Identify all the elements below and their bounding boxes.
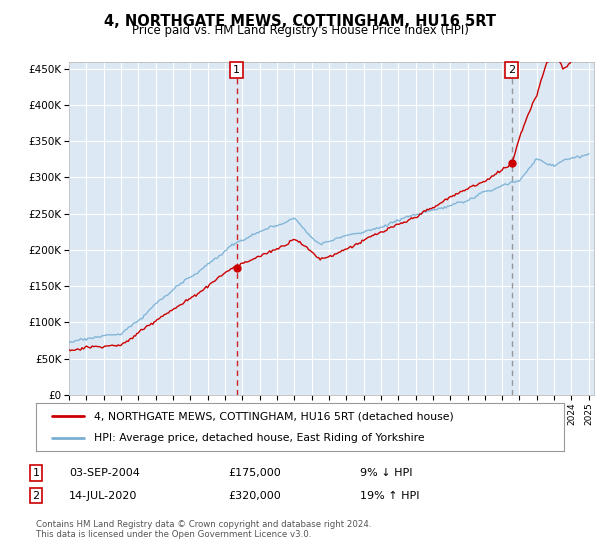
Text: 03-SEP-2004: 03-SEP-2004 [69,468,140,478]
Text: Price paid vs. HM Land Registry's House Price Index (HPI): Price paid vs. HM Land Registry's House … [131,24,469,37]
Text: 2: 2 [508,65,515,75]
Text: 2: 2 [32,491,40,501]
Text: 4, NORTHGATE MEWS, COTTINGHAM, HU16 5RT (detached house): 4, NORTHGATE MEWS, COTTINGHAM, HU16 5RT … [94,411,454,421]
Text: 1: 1 [32,468,40,478]
Text: 4, NORTHGATE MEWS, COTTINGHAM, HU16 5RT: 4, NORTHGATE MEWS, COTTINGHAM, HU16 5RT [104,14,496,29]
Text: £320,000: £320,000 [228,491,281,501]
Text: 1: 1 [233,65,240,75]
Text: 14-JUL-2020: 14-JUL-2020 [69,491,137,501]
Text: 19% ↑ HPI: 19% ↑ HPI [360,491,419,501]
Text: 9% ↓ HPI: 9% ↓ HPI [360,468,413,478]
Text: HPI: Average price, detached house, East Riding of Yorkshire: HPI: Average price, detached house, East… [94,433,425,443]
Text: £175,000: £175,000 [228,468,281,478]
Text: Contains HM Land Registry data © Crown copyright and database right 2024.
This d: Contains HM Land Registry data © Crown c… [36,520,371,539]
